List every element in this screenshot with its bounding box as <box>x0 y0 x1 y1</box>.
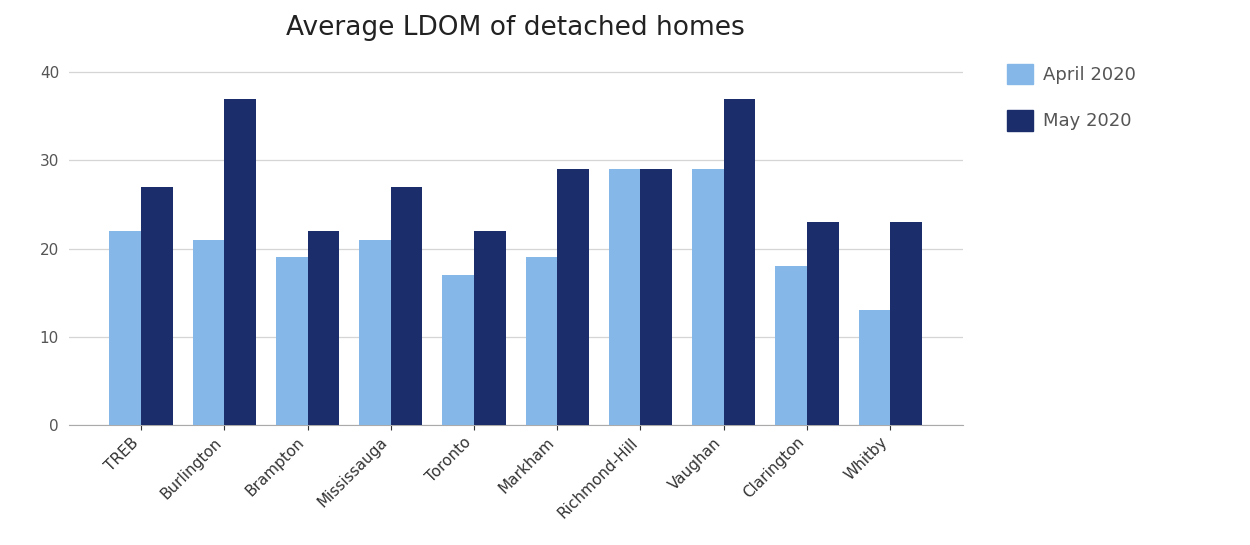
Bar <box>110 231 141 425</box>
Bar <box>640 169 672 425</box>
Bar <box>141 187 172 425</box>
Bar <box>890 222 922 425</box>
Bar <box>693 169 724 425</box>
Bar <box>442 275 474 425</box>
Bar <box>859 311 890 425</box>
Bar <box>359 240 391 425</box>
Bar <box>609 169 640 425</box>
Bar <box>308 231 339 425</box>
Bar <box>276 257 308 425</box>
Bar <box>558 169 589 425</box>
Legend: April 2020, May 2020: April 2020, May 2020 <box>1008 64 1136 130</box>
Bar <box>724 99 755 425</box>
Bar <box>525 257 558 425</box>
Bar <box>224 99 256 425</box>
Title: Average LDOM of detached homes: Average LDOM of detached homes <box>286 15 745 41</box>
Bar <box>192 240 224 425</box>
Text: roomvu: roomvu <box>980 456 1158 498</box>
Bar <box>808 222 839 425</box>
Bar <box>391 187 422 425</box>
Bar <box>474 231 506 425</box>
Bar <box>775 267 808 425</box>
